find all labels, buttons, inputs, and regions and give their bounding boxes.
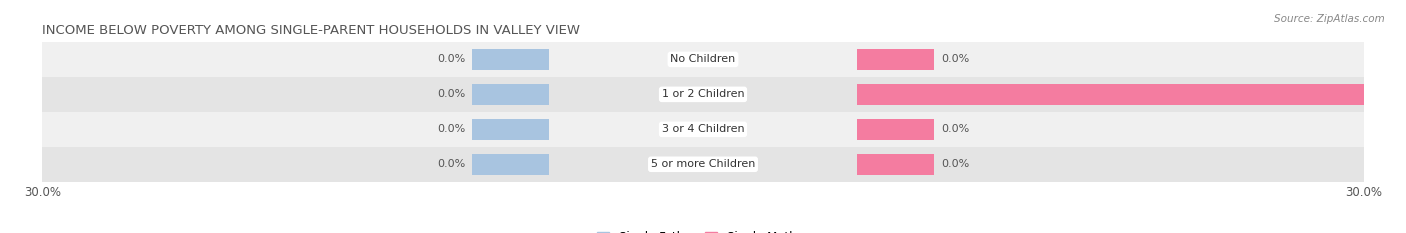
Bar xyxy=(858,119,934,140)
Bar xyxy=(42,42,1364,77)
Text: 0.0%: 0.0% xyxy=(437,55,465,64)
Bar xyxy=(471,84,548,105)
Legend: Single Father, Single Mother: Single Father, Single Mother xyxy=(593,226,813,233)
Text: No Children: No Children xyxy=(671,55,735,64)
Text: 1 or 2 Children: 1 or 2 Children xyxy=(662,89,744,99)
Bar xyxy=(858,84,1406,105)
Text: 0.0%: 0.0% xyxy=(941,124,969,134)
Text: 0.0%: 0.0% xyxy=(941,159,969,169)
Text: 5 or more Children: 5 or more Children xyxy=(651,159,755,169)
Text: Source: ZipAtlas.com: Source: ZipAtlas.com xyxy=(1274,14,1385,24)
Bar xyxy=(858,154,934,175)
Bar xyxy=(42,147,1364,182)
Text: INCOME BELOW POVERTY AMONG SINGLE-PARENT HOUSEHOLDS IN VALLEY VIEW: INCOME BELOW POVERTY AMONG SINGLE-PARENT… xyxy=(42,24,581,37)
Bar xyxy=(471,154,548,175)
Bar xyxy=(471,119,548,140)
Text: 0.0%: 0.0% xyxy=(437,124,465,134)
Bar xyxy=(42,112,1364,147)
Text: 0.0%: 0.0% xyxy=(437,89,465,99)
Bar xyxy=(471,49,548,70)
Bar xyxy=(42,77,1364,112)
Text: 0.0%: 0.0% xyxy=(941,55,969,64)
Bar xyxy=(858,49,934,70)
Text: 3 or 4 Children: 3 or 4 Children xyxy=(662,124,744,134)
Text: 0.0%: 0.0% xyxy=(437,159,465,169)
